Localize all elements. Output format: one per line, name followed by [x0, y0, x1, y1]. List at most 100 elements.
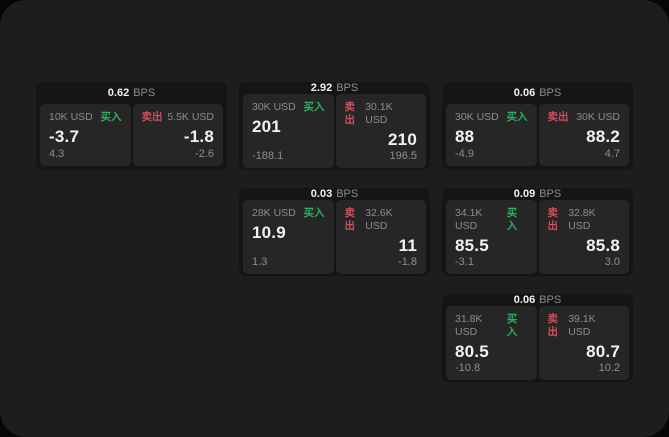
buy-price: 10.9 — [252, 223, 286, 242]
sell-panel[interactable]: 卖出 30K USD 88.2 4.7 — [538, 104, 629, 166]
sell-panel-top: 卖出 30K USD — [548, 111, 621, 124]
buy-panel[interactable]: 10K USD 买入 -3.7 4.3 — [40, 104, 131, 166]
buy-side-label: 买入 — [303, 101, 325, 113]
buy-sell-panels: 30K USD 买入 88 -4.9 卖出 30K USD 88.2 4.7 — [446, 104, 629, 166]
sell-delta: 10.2 — [598, 362, 620, 374]
buy-delta: -4.9 — [455, 148, 474, 160]
sell-panel-top: 卖出 30.1K USD — [345, 101, 418, 127]
sell-delta: 196.5 — [389, 150, 417, 162]
sell-panel-top: 卖出 32.6K USD — [345, 207, 418, 233]
buy-amount: 30K USD — [252, 101, 296, 113]
sell-side-label: 卖出 — [141, 111, 163, 123]
buy-amount: 30K USD — [455, 111, 499, 123]
bps-value: 0.06 — [513, 87, 536, 99]
card-header: 0.06 BPS — [446, 82, 629, 104]
sell-panel[interactable]: 卖出 30.1K USD 210 196.5 — [335, 94, 426, 168]
buy-delta: -3.1 — [455, 256, 474, 268]
buy-sell-panels: 10K USD 买入 -3.7 4.3 卖出 5.5K USD -1.8 -2.… — [40, 104, 223, 166]
buy-price: 88 — [455, 127, 475, 146]
sell-panel[interactable]: 卖出 32.8K USD 85.8 3.0 — [538, 200, 629, 274]
buy-panel[interactable]: 28K USD 买入 10.9 1.3 — [243, 200, 334, 274]
bps-value: 0.62 — [107, 87, 130, 99]
sell-amount: 5.5K USD — [167, 111, 214, 123]
buy-sell-panels: 30K USD 买入 201 -188.1 卖出 30.1K USD 210 1… — [243, 94, 426, 168]
buy-price: -3.7 — [49, 127, 80, 146]
quote-card[interactable]: 0.62 BPS 10K USD 买入 -3.7 4.3 卖出 5.5K USD… — [36, 82, 227, 170]
buy-panel-top: 30K USD 买入 — [252, 101, 325, 114]
buy-side-label: 买入 — [303, 207, 325, 219]
buy-delta: 1.3 — [252, 256, 268, 268]
buy-sell-panels: 28K USD 买入 10.9 1.3 卖出 32.6K USD 11 -1.8 — [243, 200, 426, 274]
bps-unit-label: BPS — [539, 188, 562, 200]
bps-unit-label: BPS — [336, 82, 359, 94]
quote-card[interactable]: 0.06 BPS 31.8K USD 买入 80.5 -10.8 卖出 39.1… — [442, 294, 633, 382]
buy-panel[interactable]: 30K USD 买入 201 -188.1 — [243, 94, 334, 168]
sell-panel-top: 卖出 5.5K USD — [142, 111, 215, 124]
sell-panel-top: 卖出 39.1K USD — [548, 313, 621, 339]
card-header: 0.06 BPS — [446, 294, 629, 306]
sell-price: 85.8 — [586, 236, 620, 255]
sell-amount: 32.8K USD — [568, 207, 596, 232]
sell-side-label: 卖出 — [547, 111, 569, 123]
buy-panel[interactable]: 31.8K USD 买入 80.5 -10.8 — [446, 306, 537, 380]
buy-side-label: 买入 — [506, 207, 518, 232]
bps-unit-label: BPS — [336, 188, 359, 200]
quote-card[interactable]: 2.92 BPS 30K USD 买入 201 -188.1 卖出 30.1K … — [239, 82, 430, 170]
sell-amount: 30.1K USD — [365, 101, 393, 126]
buy-panel-top: 28K USD 买入 — [252, 207, 325, 220]
sell-amount: 39.1K USD — [568, 313, 596, 338]
quote-card[interactable]: 0.03 BPS 28K USD 买入 10.9 1.3 卖出 32.6K US… — [239, 188, 430, 276]
sell-panel[interactable]: 卖出 39.1K USD 80.7 10.2 — [538, 306, 629, 380]
sell-side-label: 卖出 — [547, 313, 559, 338]
buy-delta: 4.3 — [49, 148, 65, 160]
buy-price: 201 — [252, 117, 281, 136]
buy-sell-panels: 34.1K USD 买入 85.5 -3.1 卖出 32.8K USD 85.8… — [446, 200, 629, 274]
bps-value: 0.03 — [310, 188, 333, 200]
card-header: 0.62 BPS — [40, 82, 223, 104]
buy-panel-top: 30K USD 买入 — [455, 111, 528, 124]
buy-amount: 10K USD — [49, 111, 93, 123]
sell-delta: 4.7 — [604, 148, 620, 160]
quote-card[interactable]: 0.09 BPS 34.1K USD 买入 85.5 -3.1 卖出 32.8K… — [442, 188, 633, 276]
sell-panel[interactable]: 卖出 32.6K USD 11 -1.8 — [335, 200, 426, 274]
buy-price: 80.5 — [455, 342, 489, 361]
buy-price: 85.5 — [455, 236, 489, 255]
card-header: 0.03 BPS — [243, 188, 426, 200]
card-header: 2.92 BPS — [243, 82, 426, 94]
sell-price: 88.2 — [586, 127, 620, 146]
quote-card[interactable]: 0.06 BPS 30K USD 买入 88 -4.9 卖出 30K USD 8… — [442, 82, 633, 170]
bps-unit-label: BPS — [539, 294, 562, 306]
buy-panel-top: 10K USD 买入 — [49, 111, 122, 124]
buy-panel[interactable]: 34.1K USD 买入 85.5 -3.1 — [446, 200, 537, 274]
buy-panel[interactable]: 30K USD 买入 88 -4.9 — [446, 104, 537, 166]
bps-value: 0.06 — [513, 294, 536, 306]
buy-panel-top: 31.8K USD 买入 — [455, 313, 528, 339]
sell-panel-top: 卖出 32.8K USD — [548, 207, 621, 233]
bps-unit-label: BPS — [133, 87, 156, 99]
sell-delta: 3.0 — [604, 256, 620, 268]
sell-price: 210 — [388, 130, 417, 149]
buy-amount: 28K USD — [252, 207, 296, 219]
buy-side-label: 买入 — [506, 111, 528, 123]
sell-panel[interactable]: 卖出 5.5K USD -1.8 -2.6 — [132, 104, 223, 166]
buy-amount: 34.1K USD — [455, 207, 483, 232]
sell-price: -1.8 — [183, 127, 214, 146]
sell-side-label: 卖出 — [344, 101, 356, 126]
sell-amount: 30K USD — [576, 111, 620, 123]
bps-value: 2.92 — [310, 82, 333, 94]
buy-delta: -10.8 — [455, 362, 481, 374]
sell-amount: 32.6K USD — [365, 207, 393, 232]
buy-amount: 31.8K USD — [455, 313, 483, 338]
sell-side-label: 卖出 — [344, 207, 356, 232]
buy-panel-top: 34.1K USD 买入 — [455, 207, 528, 233]
sell-delta: -1.8 — [398, 256, 417, 268]
sell-side-label: 卖出 — [547, 207, 559, 232]
sell-delta: -2.6 — [195, 148, 214, 160]
bps-unit-label: BPS — [539, 87, 562, 99]
sell-price: 80.7 — [586, 342, 620, 361]
buy-side-label: 买入 — [506, 313, 518, 338]
buy-side-label: 买入 — [100, 111, 122, 123]
quotes-grid: 0.62 BPS 10K USD 买入 -3.7 4.3 卖出 5.5K USD… — [36, 82, 634, 382]
buy-sell-panels: 31.8K USD 买入 80.5 -10.8 卖出 39.1K USD 80.… — [446, 306, 629, 380]
